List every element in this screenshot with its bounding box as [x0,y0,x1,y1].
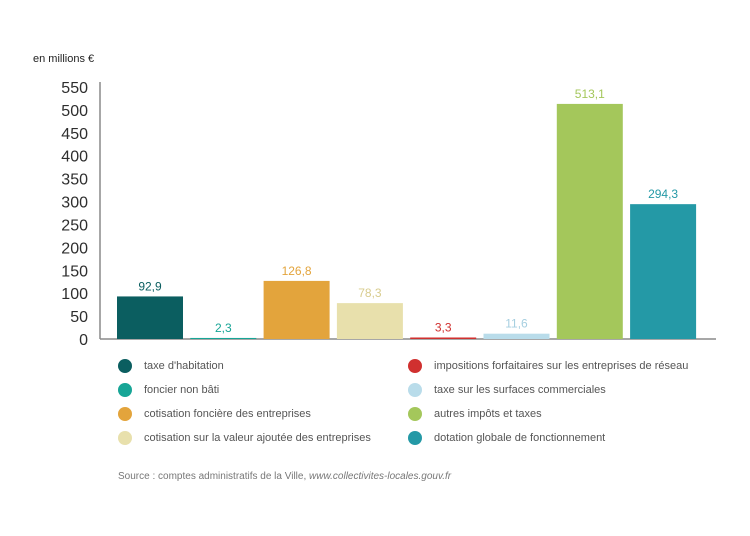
legend-label: taxe sur les surfaces commerciales [434,384,606,396]
y-tick-label: 150 [61,263,88,280]
legend-label: cotisation foncière des entreprises [144,408,311,420]
y-tick-label: 0 [79,332,88,349]
legend-item-tascom: taxe sur les surfaces commerciales [408,381,606,399]
bar-value-label: 92,9 [138,279,162,293]
bar-value-label: 3,3 [435,320,452,334]
legend-label: cotisation sur la valeur ajoutée des ent… [144,432,371,444]
bar [556,103,623,339]
source-note: Source : comptes administratifs de la Vi… [118,471,451,482]
bar [263,280,330,339]
y-tick-label: 50 [70,309,88,326]
legend-swatch [408,383,422,397]
bar [336,303,403,339]
bar [117,296,183,339]
legend-item-cvae: cotisation sur la valeur ajoutée des ent… [118,429,371,447]
source-text: Source : comptes administratifs de la Vi… [118,471,310,482]
y-tick-label: 100 [61,286,88,303]
bar-value-label: 513,1 [575,87,605,101]
legend-swatch [408,407,422,421]
legend-swatch [118,359,132,373]
legend-label: autres impôts et taxes [434,408,542,420]
bar [410,337,477,339]
y-axis-unit-label: en millions € [33,53,95,65]
legend-item-autres-impots: autres impôts et taxes [408,405,542,423]
legend-swatch [118,383,132,397]
bar [630,204,697,339]
bar-value-label: 78,3 [358,286,382,300]
source-link[interactable]: www.collectivites-locales.gouv.fr [309,471,452,482]
bar-value-label: 11,6 [505,317,528,331]
legend-item-foncier-non-bati: foncier non bâti [118,381,219,399]
bar [190,337,257,339]
legend-label: foncier non bâti [144,384,220,396]
legend-label: impositions forfaitaires sur les entrepr… [434,360,689,372]
bar [483,333,550,339]
bar-value-label: 294,3 [648,187,678,201]
y-tick-label: 300 [61,195,88,212]
legend-swatch [118,407,132,421]
legend-item-cfe: cotisation foncière des entreprises [118,405,311,423]
bar-value-label: 126,8 [282,264,312,278]
y-tick-label: 400 [61,149,88,166]
legend-swatch [408,359,422,373]
y-tick-label: 550 [61,80,88,97]
legend-item-ifer: impositions forfaitaires sur les entrepr… [408,357,688,375]
legend-label: dotation globale de fonctionnement [434,432,606,444]
y-tick-label: 450 [61,126,88,143]
legend-swatch [408,431,422,445]
legend-label: taxe d'habitation [144,360,224,372]
y-tick-label: 200 [61,240,88,257]
legend-item-dgf: dotation globale de fonctionnement [408,429,605,447]
y-tick-label: 350 [61,172,88,189]
legend-item-taxe-habitation: taxe d'habitation [118,357,224,375]
legend-swatch [118,431,132,445]
y-tick-label: 500 [61,103,88,120]
y-tick-label: 250 [61,217,88,234]
bar-value-label: 2,3 [215,321,232,335]
